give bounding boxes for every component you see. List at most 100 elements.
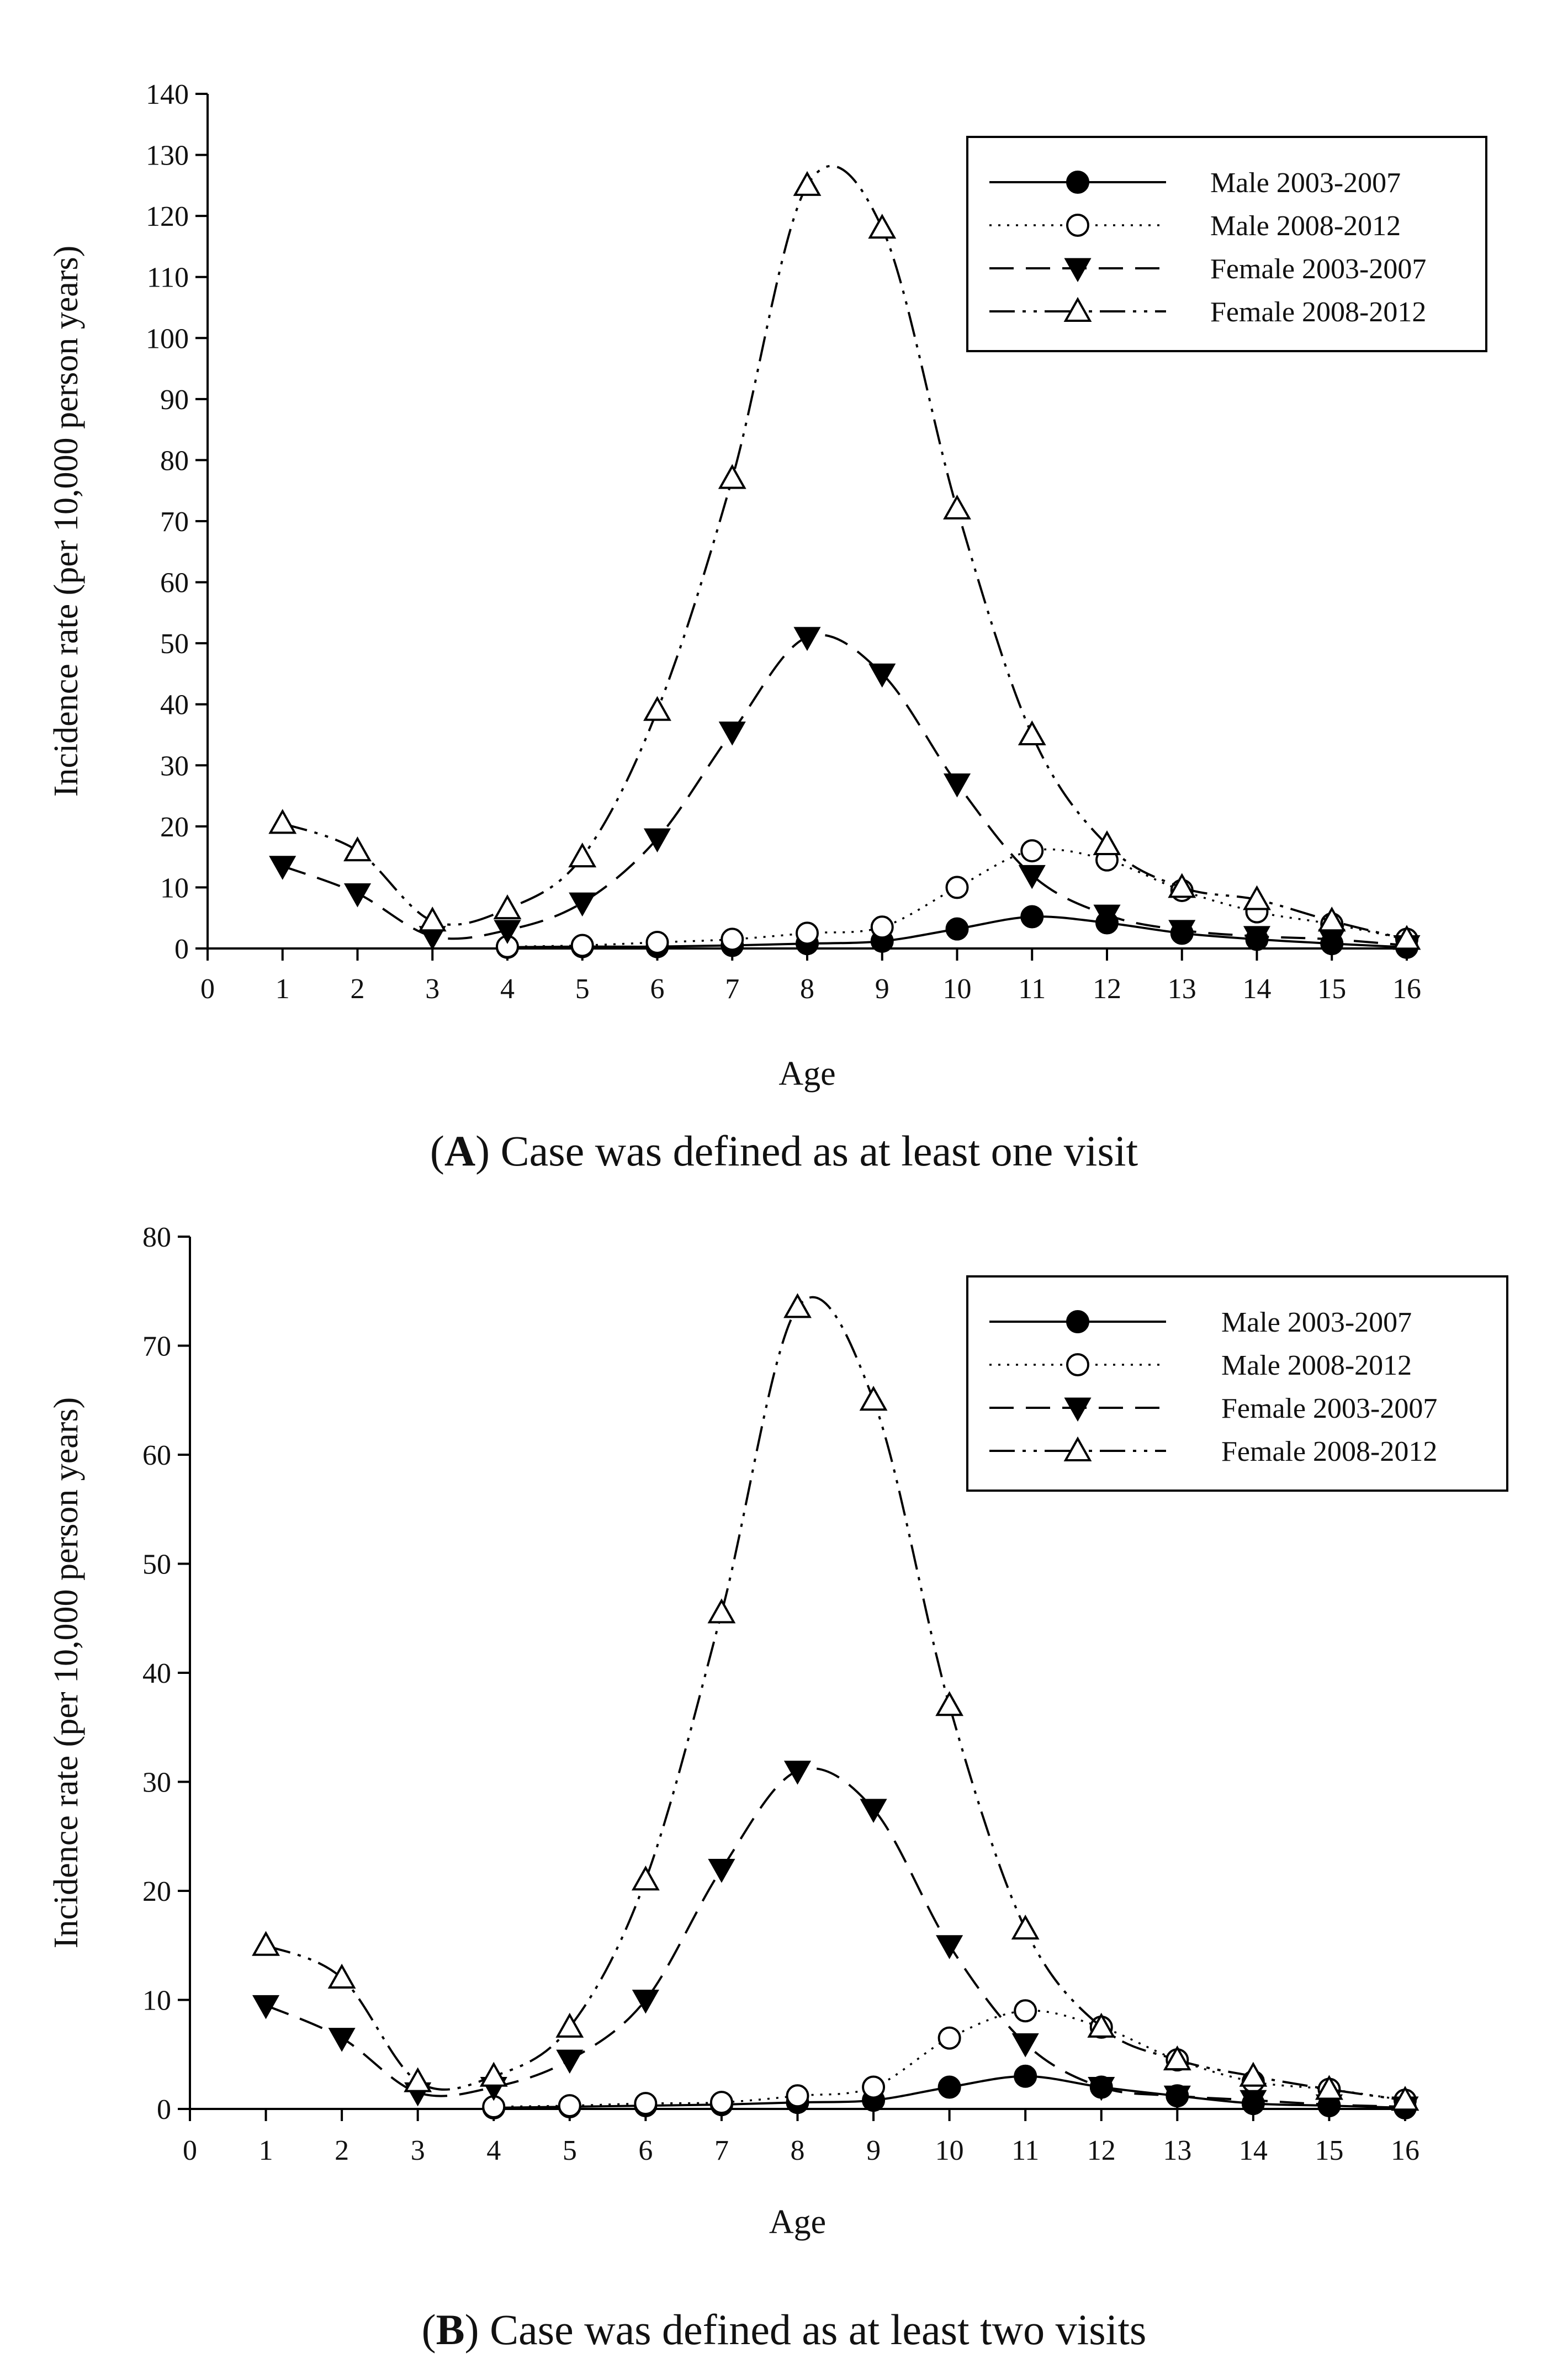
y-tick-label: 130 — [146, 140, 189, 172]
x-tick-label: 10 — [943, 973, 972, 1005]
x-tick-label: 3 — [425, 973, 439, 1005]
marker-point — [268, 809, 297, 834]
x-tick-label: 6 — [650, 973, 665, 1005]
marker-point — [1243, 926, 1271, 950]
marker-point — [643, 828, 671, 853]
legend-label: Female 2003-2007 — [1210, 253, 1426, 285]
marker-point — [1163, 2045, 1191, 2071]
x-tick-label: 0 — [200, 973, 215, 1005]
legend-box — [966, 1275, 1508, 1492]
marker-point — [269, 856, 296, 880]
marker-point — [1066, 214, 1089, 237]
caption-a-label: A — [444, 1127, 476, 1175]
marker-point — [1243, 885, 1271, 910]
marker-point — [1093, 904, 1121, 929]
x-tick-label: 13 — [1168, 973, 1196, 1005]
x-tick-label: 7 — [714, 2135, 729, 2166]
series-line — [282, 165, 1407, 941]
marker-point — [1020, 905, 1044, 929]
marker-point — [479, 2061, 508, 2087]
y-tick-label: 20 — [160, 812, 189, 843]
marker-point — [1011, 1915, 1040, 1940]
marker-point — [786, 2084, 809, 2108]
x-tick-label: 11 — [1011, 2135, 1039, 2166]
marker-point — [937, 2026, 961, 2050]
marker-point — [718, 721, 746, 746]
marker-point — [327, 1963, 356, 1989]
marker-point — [1011, 2033, 1039, 2058]
y-tick-label: 140 — [146, 79, 189, 110]
series-male-2008-2012 — [482, 1999, 1417, 2119]
marker-point — [252, 1931, 280, 1956]
legend-label: Male 2008-2012 — [1210, 210, 1401, 242]
x-tick-label: 5 — [575, 973, 590, 1005]
caption-a: (A) Case was defined as at least one vis… — [430, 1127, 1138, 1175]
x-tick-label: 4 — [486, 2135, 501, 2166]
series-female-2003-2007 — [252, 1761, 1419, 2121]
marker-point — [632, 1990, 659, 2014]
marker-point — [1064, 1397, 1092, 1422]
marker-point — [793, 627, 821, 651]
marker-point — [570, 934, 594, 957]
marker-point — [707, 1598, 736, 1624]
marker-point — [1018, 720, 1046, 745]
caption-a-text: Case was defined as at least one visit — [500, 1127, 1138, 1175]
marker-point — [860, 1799, 887, 1823]
x-tick-label: 15 — [1317, 973, 1346, 1005]
x-tick-label: 12 — [1093, 973, 1121, 1005]
chart-panel-a: 0 10 20 30 40 50 60 70 80 90 100 110 120 130 140 0 1 2 3 4 5… — [0, 0, 1568, 1126]
marker-point — [859, 1386, 888, 1411]
x-tick-label: 6 — [638, 2135, 653, 2166]
y-tick-label: 70 — [160, 506, 189, 538]
marker-point — [252, 1995, 280, 2020]
y-tick-label: 40 — [142, 1658, 171, 1689]
x-tick-label: 9 — [866, 2135, 881, 2166]
x-tick-label: 7 — [725, 973, 739, 1005]
y-tick-label: 40 — [160, 690, 189, 721]
legend: Male 2003-2007 Male 2008-2012 Female 2003-… — [966, 1275, 1508, 1492]
caption-b: (B) Case was defined as at least two vis… — [421, 2305, 1147, 2354]
marker-point — [793, 171, 822, 196]
marker-point — [1317, 907, 1346, 932]
series-line — [282, 633, 1407, 947]
series-line — [265, 1767, 1406, 2108]
marker-point — [796, 921, 819, 945]
marker-point — [862, 2075, 886, 2099]
x-tick-label: 11 — [1018, 973, 1046, 1005]
y-tick-label: 10 — [142, 1985, 171, 2017]
marker-point — [1168, 873, 1196, 898]
x-tick-label: 14 — [1243, 973, 1272, 1005]
marker-point — [721, 927, 744, 951]
legend-label: Female 2008-2012 — [1221, 1436, 1437, 1467]
marker-point — [494, 920, 521, 944]
marker-point — [555, 2012, 584, 2038]
x-tick-label: 5 — [563, 2135, 577, 2166]
marker-point — [945, 917, 969, 941]
y-tick-label: 20 — [142, 1876, 171, 1907]
marker-point — [1168, 920, 1196, 944]
marker-point — [404, 2067, 432, 2092]
x-tick-label: 1 — [259, 2135, 273, 2166]
x-tick-label: 8 — [791, 2135, 805, 2166]
marker-point — [343, 836, 372, 862]
marker-point — [1018, 865, 1046, 889]
x-tick-label: 16 — [1391, 2135, 1419, 2166]
y-tick-label: 120 — [146, 201, 189, 232]
y-axis-title: Incidence rate (per 10,000 person years) — [47, 246, 85, 797]
marker-point — [1063, 1436, 1092, 1461]
marker-point — [1239, 2090, 1267, 2114]
marker-point — [783, 1293, 812, 1318]
marker-point — [943, 773, 971, 798]
marker-point — [1066, 1310, 1089, 1333]
marker-point — [708, 1859, 735, 1883]
marker-point — [1064, 258, 1092, 283]
y-tick-label: 0 — [157, 2094, 171, 2126]
legend: Male 2003-2007 Male 2008-2012 Female 2003-… — [966, 136, 1487, 352]
x-tick-label: 3 — [411, 2135, 425, 2166]
legend-label: Male 2003-2007 — [1221, 1307, 1412, 1338]
y-tick-label: 110 — [147, 262, 189, 294]
marker-point — [568, 842, 597, 868]
marker-point — [418, 907, 447, 932]
y-tick-label: 70 — [142, 1331, 171, 1363]
